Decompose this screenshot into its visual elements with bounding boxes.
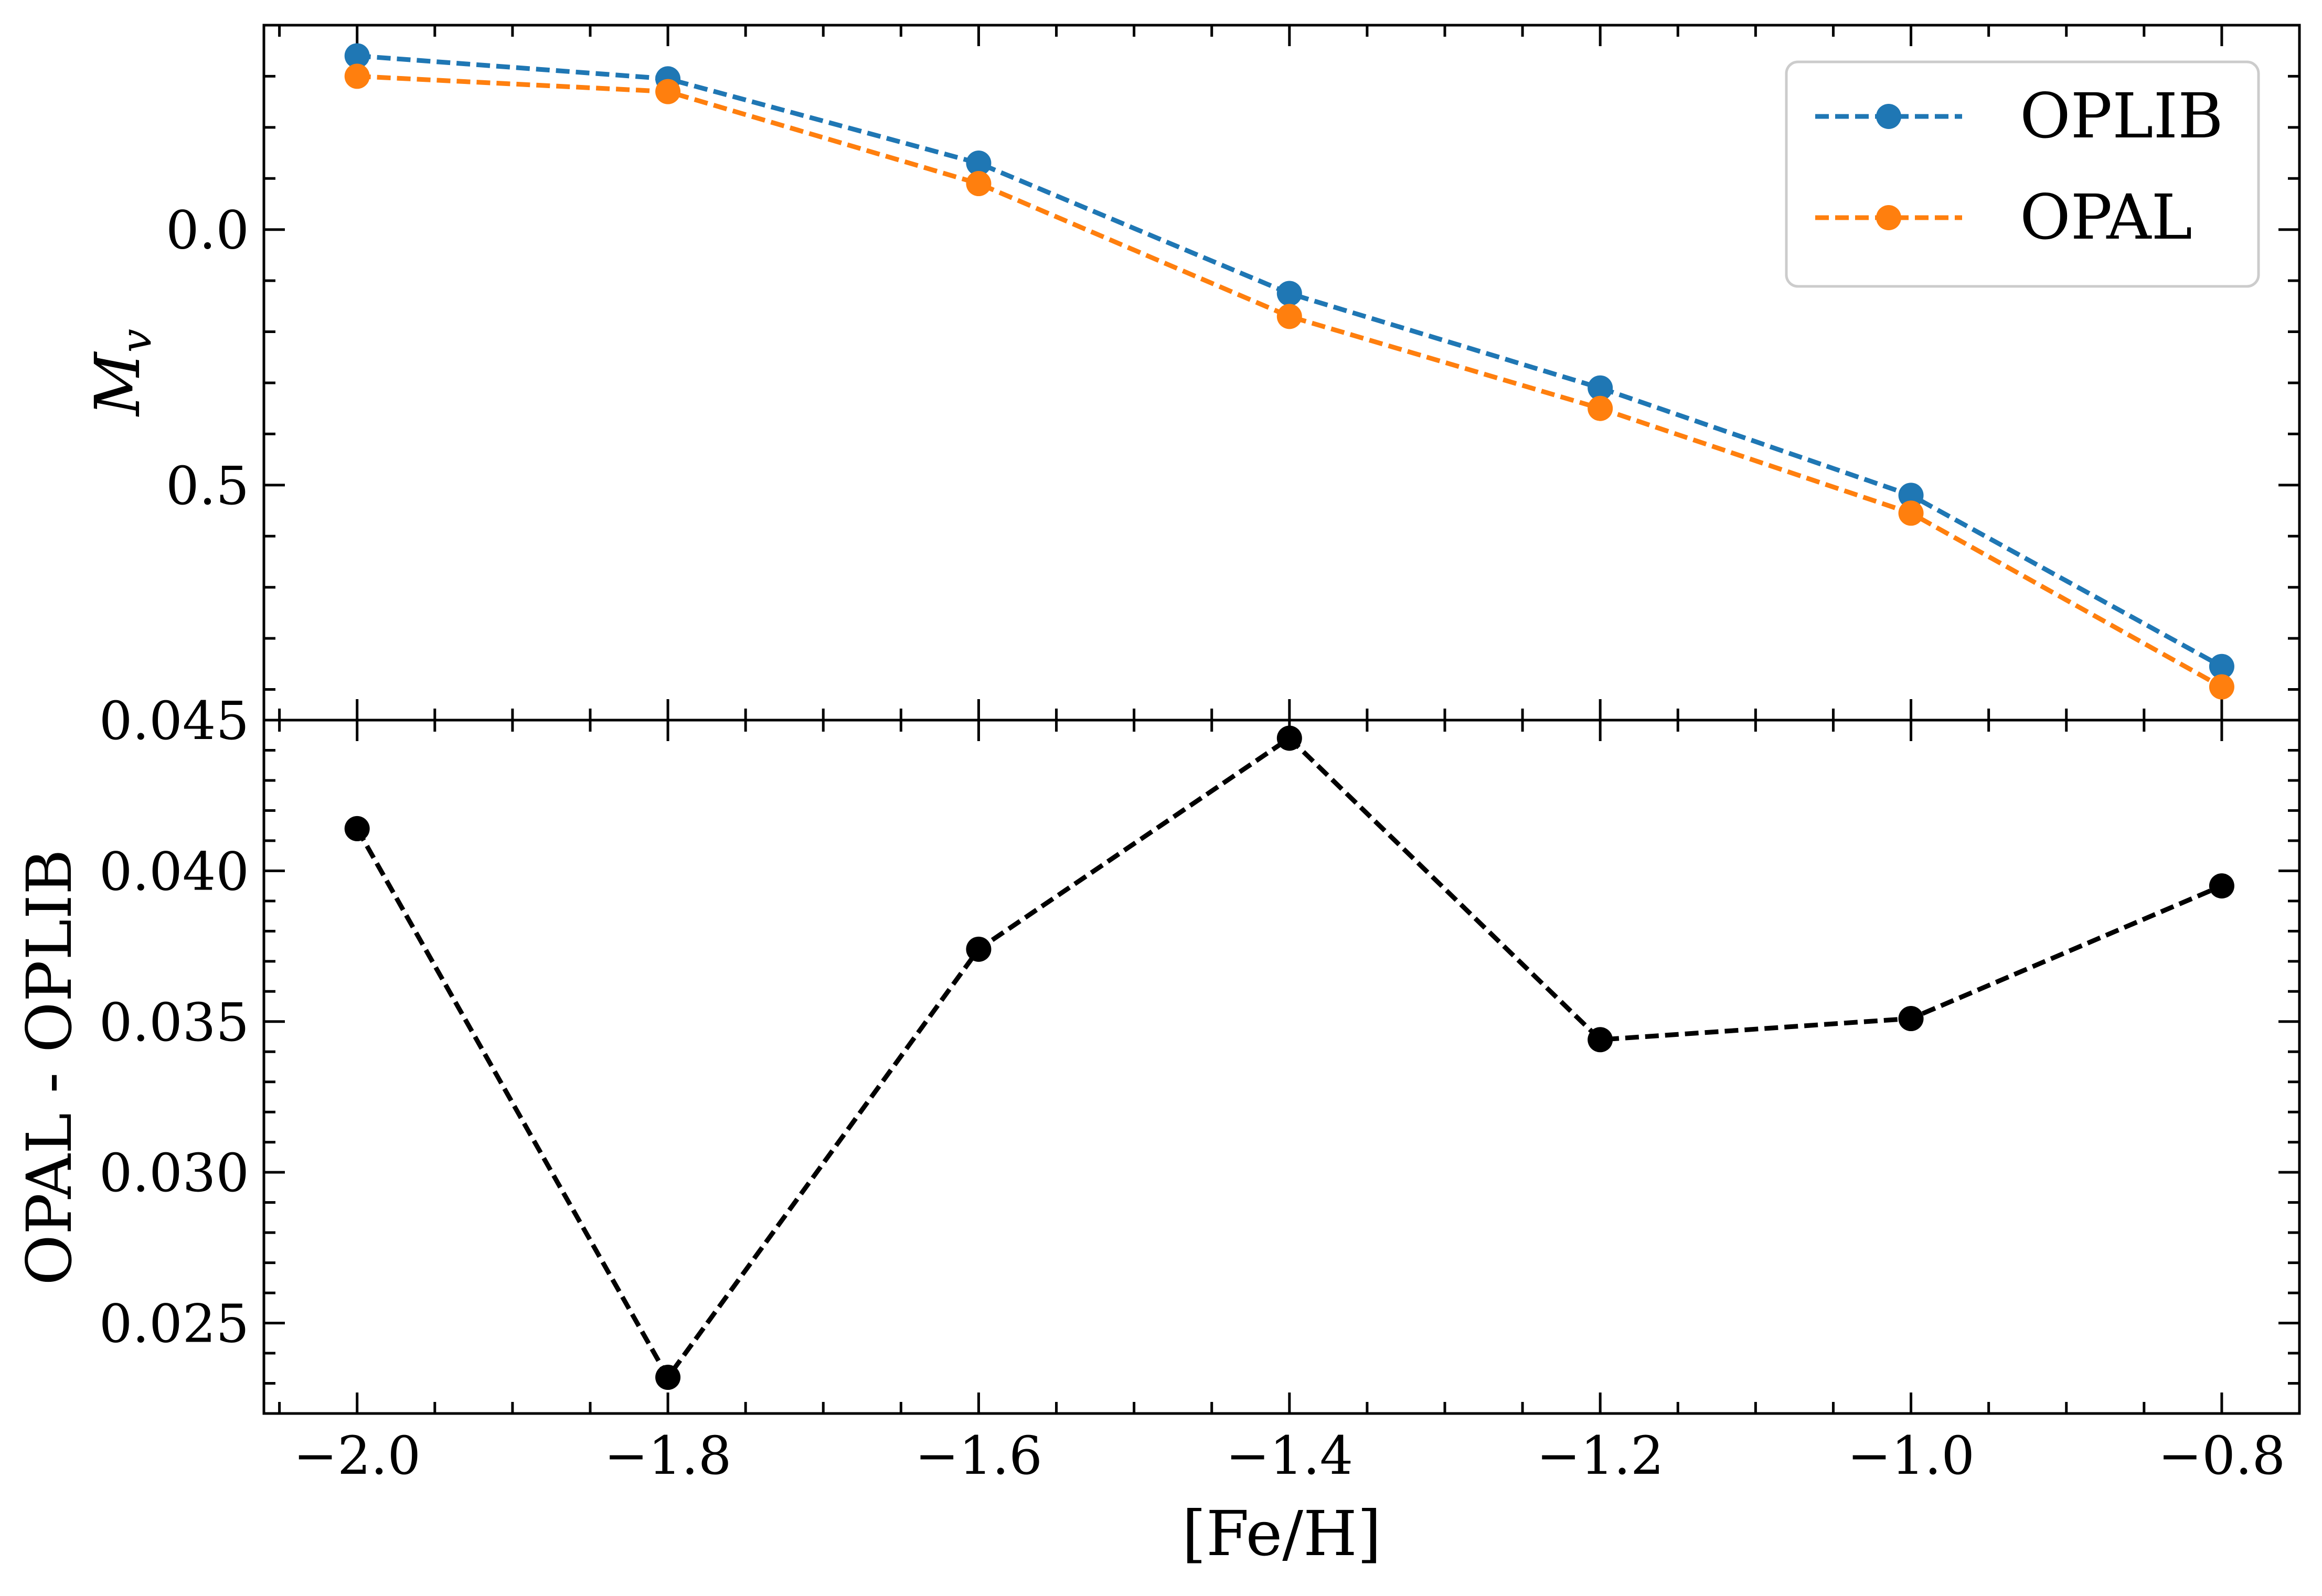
legend: OPLIB OPAL [1785,60,2260,288]
x-tick-label: −2.0 [293,1425,421,1486]
difference-series-point [2209,873,2234,899]
difference-series-point [655,1365,681,1390]
top-y-axis-label: Mv [81,329,161,417]
opal-series-point [1898,500,1924,526]
opal-series-point [344,63,370,89]
oplib-series-point [1898,483,1924,508]
bottom-plot-frame [262,719,2301,1415]
x-axis-label: [Fe/H] [1182,1497,1381,1570]
bottom-panel: −2.0 −1.8 −1.6 −1.4 −1.2 −1.0 −0.8 0.025 0.030 0.… [13,690,2301,1570]
bottom-plot-marks [344,725,2234,1390]
difference-series-point [1588,1027,1613,1053]
bottom-y-tick-label: 0.045 [99,690,249,752]
legend-oplib-marker [1876,104,1901,129]
legend-oplib-label: OPLIB [2020,80,2223,152]
legend-opal-marker [1876,205,1901,230]
opal-series-point [2209,674,2234,700]
x-tick-label: −1.0 [1847,1425,1975,1486]
oplib-series-point [966,151,992,176]
opal-series-point [966,171,992,197]
x-tick-label: −1.4 [1226,1425,1353,1486]
bottom-y-axis-label: OPAL - OPLIB [13,849,86,1286]
top-plot-marks [344,43,2234,700]
legend-opal-label: OPAL [2020,181,2192,253]
x-tick-label: −0.8 [2158,1425,2285,1486]
x-tick-label: −1.6 [915,1425,1042,1486]
opal-series-point [1588,395,1613,421]
opal-series-point [1276,304,1302,329]
bottom-y-tick-label: 0.030 [99,1142,249,1204]
top-y-tick-label: 0.5 [166,455,249,517]
x-tick-label: −1.2 [1537,1425,1664,1486]
x-tick-label: −1.8 [604,1425,732,1486]
bottom-axis-ticks: −2.0 −1.8 −1.6 −1.4 −1.2 −1.0 −0.8 0.025 0.030 0.… [99,690,2301,1486]
difference-series-point [1898,1006,1924,1032]
oplib-series-point [1588,375,1613,401]
bottom-y-tick-label: 0.035 [99,992,249,1053]
difference-series-point [344,816,370,841]
oplib-series-point [344,43,370,69]
top-panel: 0.0 0.5 Mv OPLIB OPAL [81,24,2301,722]
top-axis-ticks: 0.0 0.5 [166,25,2301,720]
oplib-series-point [2209,654,2234,679]
bottom-y-tick-label: 0.040 [99,841,249,902]
difference-series-point [1276,725,1302,751]
opal-series-point [655,79,681,104]
difference-series-point [966,936,992,962]
bottom-y-tick-label: 0.025 [99,1293,249,1355]
oplib-series-point [1276,281,1302,306]
top-y-tick-label: 0.0 [166,200,249,261]
difference-series-line [355,735,2223,1382]
